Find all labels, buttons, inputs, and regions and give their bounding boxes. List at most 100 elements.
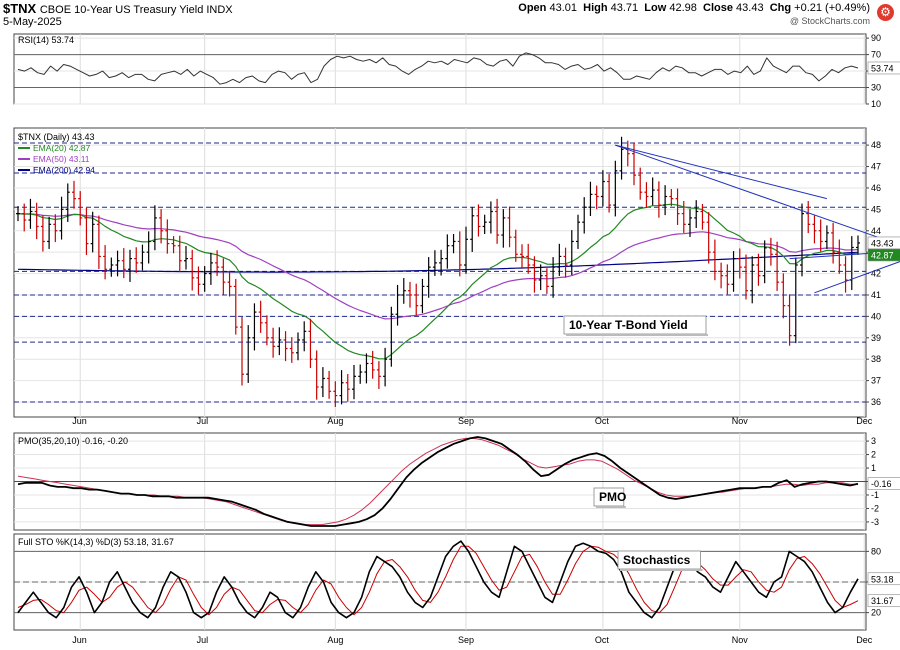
price-bar [103,245,108,280]
price-bar [72,180,76,209]
pmo-tick-label: -1 [871,490,879,500]
price-bar [762,240,767,284]
price-bar [426,257,431,298]
price-bar [376,361,381,389]
stoch-tick-label: 20 [871,608,881,618]
price-bar [264,315,269,346]
price-last-tag: 43.43 [871,238,894,248]
chg-label: Chg [769,2,792,14]
price-bar [856,235,860,255]
rsi-last-value-box [867,61,900,75]
legend-entry: EMA(200) 42.94 [33,165,95,175]
price-bar [607,174,612,213]
price-tick-label: 46 [871,183,881,193]
price-bar [750,256,755,304]
price-bar [202,266,207,292]
chart-header: $TNX CBOE 10-Year US Treasury Yield INDX… [0,0,900,30]
pmo-tick-label: 1 [871,463,876,473]
price-bar [613,160,618,217]
stoch-k-last-value-box [867,572,900,586]
stoch-annotation-shadow [620,569,703,571]
stoch-k-last-value: 53.18 [871,574,894,584]
price-bar [439,249,444,276]
price-bar [793,257,798,344]
price-bar [526,243,531,274]
price-bar [134,247,139,273]
low-label: Low [644,2,667,14]
price-bar [831,222,836,264]
stoch-k-line [17,540,859,619]
price-bar [128,249,132,282]
stoch-d-last-value-box [867,594,900,608]
price-bar [53,214,58,243]
open-value: 43.01 [549,2,577,14]
price-tick-label: 44 [871,226,881,236]
price-bar [588,181,593,216]
x-axis-month-label: Sep [458,635,474,645]
price-bar [339,370,344,405]
rsi-panel [13,33,867,105]
price-bar [544,268,549,294]
price-tick-label: 39 [871,333,881,343]
price-bar [320,367,325,398]
price-bar [165,219,170,254]
price-bar [215,250,220,276]
price-bar [843,256,848,293]
price-bar [445,234,450,269]
stoch-d-line [17,545,859,616]
price-tick-label: 36 [871,397,881,407]
price-bar [364,353,369,384]
price-bar [314,350,319,400]
stoch-d-last-value: 31.67 [871,596,894,606]
price-bar [488,201,493,234]
chg-value: +0.21 (+0.49%) [794,2,870,14]
price-tick-label: 48 [871,140,881,150]
pmo-line [17,436,859,527]
price-bar [563,247,568,278]
gear-icon[interactable]: ⚙ [877,4,894,21]
price-bar [470,206,475,252]
rsi-tick-label: 70 [871,50,881,60]
price-tick-label: 37 [871,376,881,386]
rsi-tick-label: 10 [871,99,881,109]
price-bar [663,185,668,216]
price-bar [495,198,500,244]
price-bar [476,204,481,237]
price-bar [146,231,151,264]
price-bar [408,281,412,308]
price-bar [177,235,182,273]
close-label: Close [703,2,733,14]
x-axis-month-label: Dec [856,635,873,645]
price-bar [345,373,350,402]
price-bar [837,239,842,274]
price-bar [706,212,711,264]
pmo-tick-label: 2 [871,450,876,460]
price-bar [34,202,39,240]
price-bar [688,209,692,237]
price-bar [420,278,425,314]
price-bar [812,215,817,244]
price-bar [352,364,356,400]
price-bar [327,370,332,399]
price-bar [507,206,512,248]
price-bar [725,264,730,295]
price-bar [744,254,748,300]
pmo-tick-label: -3 [871,517,879,527]
price-bar [582,197,587,234]
price-bar [619,136,624,180]
pmo-label: PMO(35,20,10) -0.16, -0.20 [18,436,128,446]
price-bar [289,337,294,363]
rsi-line [17,52,859,85]
price-bar [190,249,195,291]
x-axis-month-label: Sep [458,416,474,426]
price-tick-label: 41 [871,290,881,300]
close-value: 43.43 [736,2,764,14]
x-axis-month-label: Jul [197,416,209,426]
price-annotation-shadow [566,334,708,336]
price-bar [482,214,487,234]
price-bar [576,214,580,249]
price-bar [432,250,437,276]
price-bar [16,206,20,222]
price-bar [65,183,70,222]
price-bar [96,215,101,270]
